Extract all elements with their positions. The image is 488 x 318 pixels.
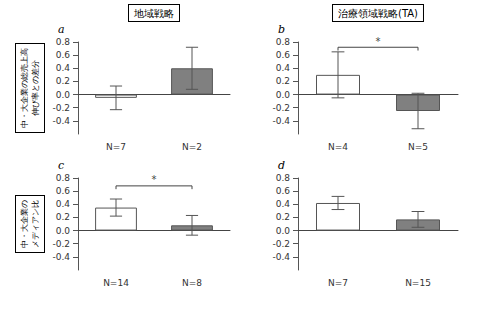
svg-text:-0.4: -0.4 xyxy=(272,252,290,262)
svg-text:0.2: 0.2 xyxy=(276,76,290,86)
svg-text:0.6: 0.6 xyxy=(56,186,71,196)
svg-text:0.2: 0.2 xyxy=(56,76,70,86)
svg-text:b: b xyxy=(278,23,285,36)
svg-text:メディアン比: メディアン比 xyxy=(31,200,40,248)
svg-text:0.0: 0.0 xyxy=(276,90,291,100)
svg-text:0.0: 0.0 xyxy=(276,226,291,236)
svg-text:N=5: N=5 xyxy=(408,142,428,152)
svg-text:中・大企業の: 中・大企業の xyxy=(20,200,29,248)
svg-text:0.8: 0.8 xyxy=(276,37,291,47)
svg-text:0.4: 0.4 xyxy=(276,63,291,73)
svg-text:0.8: 0.8 xyxy=(276,173,291,183)
svg-text:a: a xyxy=(58,23,65,36)
svg-text:0.8: 0.8 xyxy=(56,173,71,183)
svg-text:0.8: 0.8 xyxy=(56,37,71,47)
svg-text:0.4: 0.4 xyxy=(276,199,291,209)
svg-text:-0.4: -0.4 xyxy=(52,116,70,126)
svg-text:0.0: 0.0 xyxy=(56,226,71,236)
svg-text:N=14: N=14 xyxy=(103,278,129,288)
svg-text:*: * xyxy=(376,36,381,47)
svg-text:N=7: N=7 xyxy=(328,278,348,288)
svg-text:0.4: 0.4 xyxy=(56,199,71,209)
svg-text:0.0: 0.0 xyxy=(56,90,71,100)
svg-text:伸び率との差分: 伸び率との差分 xyxy=(31,60,40,116)
svg-text:地域戦略: 地域戦略 xyxy=(133,8,174,19)
svg-text:治療領域戦略(TA): 治療領域戦略(TA) xyxy=(338,8,418,19)
svg-text:0.4: 0.4 xyxy=(56,63,71,73)
svg-text:0.6: 0.6 xyxy=(276,50,291,60)
svg-text:*: * xyxy=(152,174,157,185)
svg-text:-0.2: -0.2 xyxy=(272,239,290,249)
svg-text:N=8: N=8 xyxy=(182,278,202,288)
svg-text:d: d xyxy=(278,159,285,172)
svg-text:N=7: N=7 xyxy=(106,142,126,152)
svg-text:0.6: 0.6 xyxy=(276,186,291,196)
svg-text:0.2: 0.2 xyxy=(56,212,70,222)
svg-text:N=2: N=2 xyxy=(182,142,202,152)
svg-text:-0.2: -0.2 xyxy=(52,239,70,249)
svg-text:-0.2: -0.2 xyxy=(52,103,70,113)
svg-text:c: c xyxy=(58,159,64,172)
svg-text:N=15: N=15 xyxy=(405,278,431,288)
svg-text:中・大企業の総売上高: 中・大企業の総売上高 xyxy=(20,48,29,128)
svg-text:-0.4: -0.4 xyxy=(272,116,290,126)
svg-text:N=4: N=4 xyxy=(328,142,348,152)
svg-text:0.6: 0.6 xyxy=(56,50,71,60)
svg-text:-0.2: -0.2 xyxy=(272,103,290,113)
svg-text:0.2: 0.2 xyxy=(276,212,290,222)
svg-text:-0.4: -0.4 xyxy=(52,252,70,262)
